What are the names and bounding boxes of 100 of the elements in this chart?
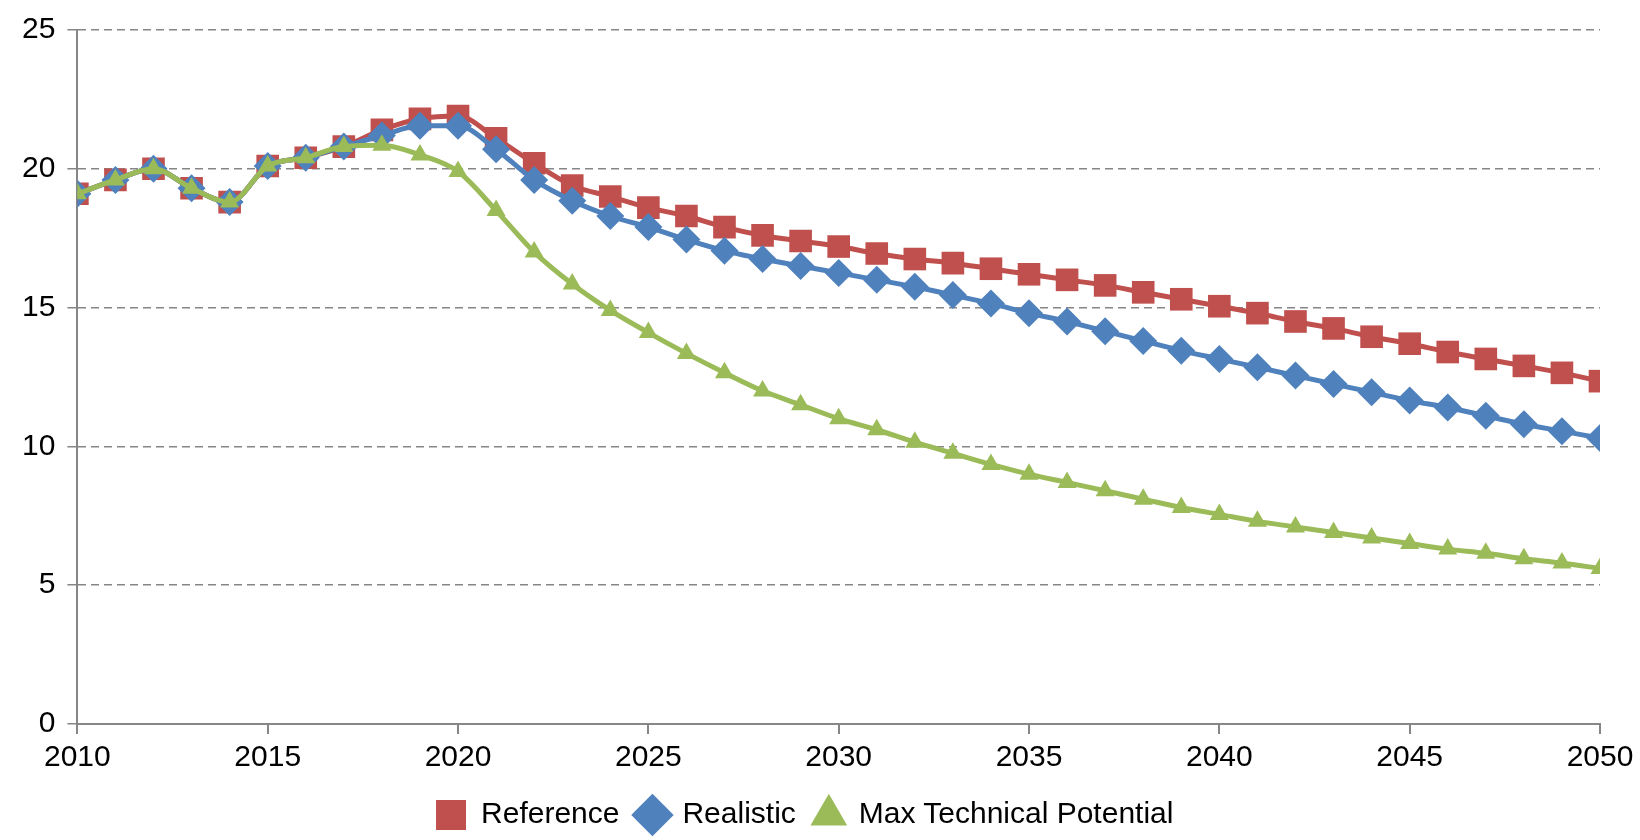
point	[1476, 542, 1496, 559]
point	[1055, 268, 1079, 292]
y-tick-label: 25	[21, 11, 56, 45]
point	[1322, 317, 1345, 340]
point	[1474, 347, 1498, 371]
point	[903, 247, 927, 271]
point	[1284, 310, 1307, 333]
point	[1093, 274, 1117, 297]
point	[562, 273, 582, 290]
point	[1171, 496, 1191, 513]
legend-label: Max Technical Potential	[858, 796, 1174, 830]
point	[900, 272, 929, 301]
point	[1017, 262, 1041, 286]
point	[1471, 401, 1500, 430]
point	[862, 265, 891, 294]
x-tick-label: 2010	[43, 739, 111, 773]
point	[598, 185, 622, 208]
point	[941, 251, 965, 275]
point	[1205, 344, 1234, 373]
point	[1053, 307, 1082, 336]
x-tick-label: 2050	[1566, 739, 1634, 773]
point	[1246, 301, 1269, 325]
x-tick-label: 2035	[995, 739, 1063, 773]
point	[1095, 479, 1115, 497]
point	[1281, 361, 1310, 390]
point	[1438, 538, 1458, 555]
point	[634, 213, 663, 242]
x-tick-label: 2045	[1376, 739, 1444, 773]
point	[1398, 332, 1421, 355]
x-tick-label: 2030	[805, 739, 873, 773]
point	[1015, 299, 1044, 328]
point	[1243, 353, 1272, 382]
point	[1091, 317, 1120, 346]
x-tick-label: 2025	[614, 739, 682, 773]
point	[558, 186, 587, 215]
point	[638, 321, 658, 339]
point	[1509, 410, 1538, 439]
point	[865, 242, 889, 265]
point	[672, 225, 701, 254]
point	[1019, 463, 1039, 480]
point	[789, 229, 812, 253]
point	[520, 165, 549, 194]
point	[1247, 510, 1267, 527]
point	[1552, 551, 1572, 569]
point	[979, 257, 1003, 281]
point	[1133, 488, 1153, 505]
point	[405, 111, 434, 140]
point	[1362, 527, 1382, 544]
point	[1436, 340, 1460, 364]
legend-label: Reference	[481, 796, 620, 830]
point	[1360, 325, 1383, 349]
point	[976, 289, 1005, 318]
point	[791, 393, 811, 411]
point	[1129, 326, 1158, 355]
point	[751, 224, 774, 247]
point	[1057, 471, 1077, 488]
y-tick-label: 10	[21, 427, 56, 461]
x-tick-label: 2040	[1185, 739, 1253, 773]
point	[714, 361, 735, 379]
point	[905, 431, 925, 448]
point	[1169, 287, 1193, 311]
y-tick-label: 0	[38, 705, 56, 739]
point	[482, 135, 511, 164]
point	[753, 379, 773, 397]
point	[786, 251, 815, 280]
point	[1547, 417, 1576, 446]
point	[1512, 354, 1536, 378]
point	[1319, 369, 1348, 398]
point	[1357, 378, 1386, 407]
point	[938, 281, 967, 310]
point	[1433, 393, 1462, 422]
y-tick-label: 20	[21, 150, 56, 184]
point	[676, 342, 696, 359]
point	[1550, 361, 1574, 385]
point	[943, 442, 963, 459]
point	[675, 204, 698, 228]
point	[748, 245, 777, 274]
point	[867, 418, 887, 436]
point	[827, 235, 850, 258]
point	[981, 453, 1001, 470]
point	[1208, 294, 1231, 318]
point	[829, 407, 849, 425]
point	[444, 111, 473, 140]
point	[1131, 281, 1155, 304]
point	[1209, 503, 1229, 520]
x-tick-label: 2020	[424, 739, 492, 773]
point	[713, 215, 736, 239]
point	[637, 196, 660, 219]
point	[1395, 386, 1424, 415]
point	[1167, 336, 1196, 365]
y-tick-label: 15	[21, 288, 56, 322]
x-tick-label: 2015	[234, 739, 302, 773]
legend-label: Realistic	[682, 796, 796, 830]
y-tick-label: 5	[38, 566, 56, 600]
point	[1324, 521, 1344, 538]
point	[710, 236, 739, 265]
point	[824, 258, 853, 287]
point	[596, 201, 625, 230]
point	[1514, 547, 1534, 565]
point	[1400, 532, 1420, 550]
